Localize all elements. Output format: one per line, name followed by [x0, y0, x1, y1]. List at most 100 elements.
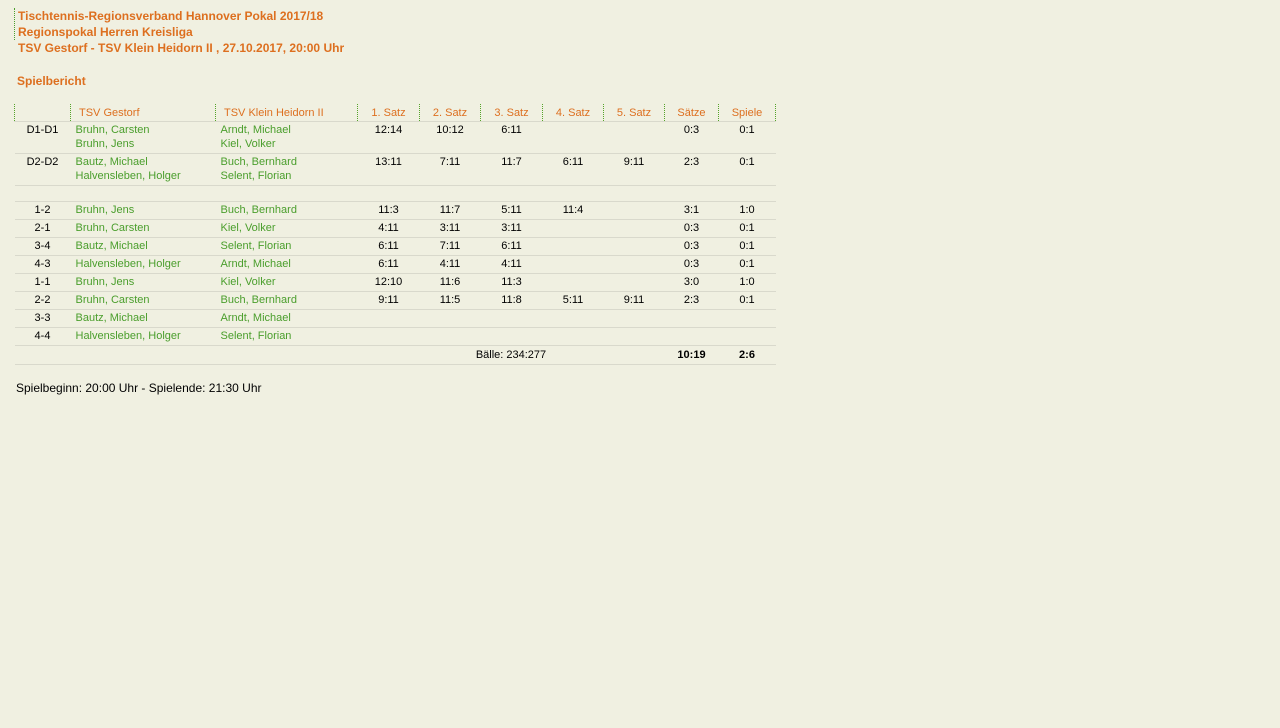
set-score	[357, 327, 420, 346]
away-players: Arndt, Michael Kiel, Volker	[215, 121, 358, 154]
games-grand-total: 2:6	[718, 345, 776, 365]
away-players: Buch, Bernhard Selent, Florian	[215, 153, 358, 186]
match-row: 1-1 Bruhn, Jens Kiel, Volker 12:10 11:6 11:3 …	[14, 273, 776, 292]
set-score	[542, 237, 604, 256]
home-players: Bautz, Michael	[70, 237, 216, 256]
set-score: 4:11	[480, 255, 543, 274]
match-row: D2-D2 Bautz, Michael Halvensleben, Holger B…	[14, 153, 776, 186]
match-number: D2-D2	[14, 153, 71, 186]
column-header-set1: 1. Satz	[357, 104, 420, 122]
set-score: 4:11	[357, 219, 420, 238]
set-score: 5:11	[542, 291, 604, 310]
games-result: 1:0	[718, 273, 776, 292]
set-score: 11:4	[542, 201, 604, 220]
set-score	[603, 219, 665, 238]
match-row: 4-4 Halvensleben, Holger Selent, Florian	[14, 327, 776, 346]
tournament-title: Tischtennis-Regionsverband Hannover Poka…	[18, 9, 324, 23]
set-score	[357, 309, 420, 328]
home-players: Bruhn, Carsten	[70, 291, 216, 310]
set-score: 12:14	[357, 121, 420, 154]
set-score	[480, 327, 543, 346]
match-number: 2-2	[14, 291, 71, 310]
set-score	[603, 201, 665, 220]
home-players: Bruhn, Carsten Bruhn, Jens	[70, 121, 216, 154]
match-report-table: TSV Gestorf TSV Klein Heidorn II 1. Satz…	[14, 104, 776, 365]
spacer-row	[14, 185, 776, 202]
page-header: Tischtennis-Regionsverband Hannover Poka…	[14, 8, 1280, 56]
games-result: 1:0	[718, 201, 776, 220]
set-score	[603, 255, 665, 274]
sets-result: 2:3	[664, 153, 719, 186]
set-score: 6:11	[542, 153, 604, 186]
games-result: 0:1	[718, 291, 776, 310]
match-row: 4-3 Halvensleben, Holger Arndt, Michael 6:1…	[14, 255, 776, 274]
sets-result: 0:3	[664, 219, 719, 238]
away-players: Arndt, Michael	[215, 309, 358, 328]
set-score: 5:11	[480, 201, 543, 220]
sets-result: 3:1	[664, 201, 719, 220]
column-header-sets-total: Sätze	[664, 104, 719, 122]
set-score	[603, 273, 665, 292]
set-score: 12:10	[357, 273, 420, 292]
set-score	[419, 309, 481, 328]
set-score: 6:11	[480, 121, 543, 154]
column-header-home-team: TSV Gestorf	[70, 104, 216, 122]
spacer-cell	[14, 185, 776, 202]
set-score	[603, 237, 665, 256]
match-number: 3-4	[14, 237, 71, 256]
home-players: Halvensleben, Holger	[70, 327, 216, 346]
set-score	[542, 219, 604, 238]
sets-result	[664, 309, 719, 328]
home-players: Bruhn, Carsten	[70, 219, 216, 238]
match-number: D1-D1	[14, 121, 71, 154]
match-number: 3-3	[14, 309, 71, 328]
match-title: TSV Gestorf - TSV Klein Heidorn II , 27.…	[18, 41, 345, 55]
column-header-number	[14, 104, 71, 122]
match-row: 2-2 Bruhn, Carsten Buch, Bernhard 9:11 11:5 1…	[14, 291, 776, 310]
set-score: 6:11	[357, 237, 420, 256]
home-players: Bruhn, Jens	[70, 273, 216, 292]
set-score: 6:11	[357, 255, 420, 274]
sets-result: 2:3	[664, 291, 719, 310]
set-score: 9:11	[603, 153, 665, 186]
set-score: 11:7	[480, 153, 543, 186]
games-result: 0:1	[718, 237, 776, 256]
column-header-games-total: Spiele	[718, 104, 776, 122]
column-header-set2: 2. Satz	[419, 104, 481, 122]
games-result: 0:1	[718, 219, 776, 238]
home-players: Bautz, Michael Halvensleben, Holger	[70, 153, 216, 186]
away-players: Kiel, Volker	[215, 219, 358, 238]
set-score	[542, 273, 604, 292]
match-number: 1-1	[14, 273, 71, 292]
match-row: D1-D1 Bruhn, Carsten Bruhn, Jens Arndt, Mic…	[14, 121, 776, 154]
table-header-row: TSV Gestorf TSV Klein Heidorn II 1. Satz…	[14, 104, 776, 122]
match-number: 2-1	[14, 219, 71, 238]
set-score: 4:11	[419, 255, 481, 274]
games-result	[718, 327, 776, 346]
column-header-away-team: TSV Klein Heidorn II	[215, 104, 358, 122]
set-score	[542, 255, 604, 274]
section-title: Spielbericht	[17, 74, 86, 88]
set-score: 6:11	[480, 237, 543, 256]
set-score	[542, 309, 604, 328]
sets-result: 0:3	[664, 121, 719, 154]
match-number: 4-3	[14, 255, 71, 274]
away-players: Buch, Bernhard	[215, 201, 358, 220]
away-players: Selent, Florian	[215, 327, 358, 346]
set-score: 10:12	[419, 121, 481, 154]
sets-result: 0:3	[664, 255, 719, 274]
totals-empty-cell	[14, 345, 358, 365]
tournament-header-block: Tischtennis-Regionsverband Hannover Poka…	[14, 8, 1280, 40]
sets-result: 3:0	[664, 273, 719, 292]
set-score: 11:5	[419, 291, 481, 310]
column-header-set3: 3. Satz	[480, 104, 543, 122]
sets-result: 0:3	[664, 237, 719, 256]
set-score	[480, 309, 543, 328]
set-score: 9:11	[603, 291, 665, 310]
match-number: 1-2	[14, 201, 71, 220]
away-players: Kiel, Volker	[215, 273, 358, 292]
games-result: 0:1	[718, 153, 776, 186]
home-players: Bruhn, Jens	[70, 201, 216, 220]
set-score: 13:11	[357, 153, 420, 186]
set-score	[419, 327, 481, 346]
